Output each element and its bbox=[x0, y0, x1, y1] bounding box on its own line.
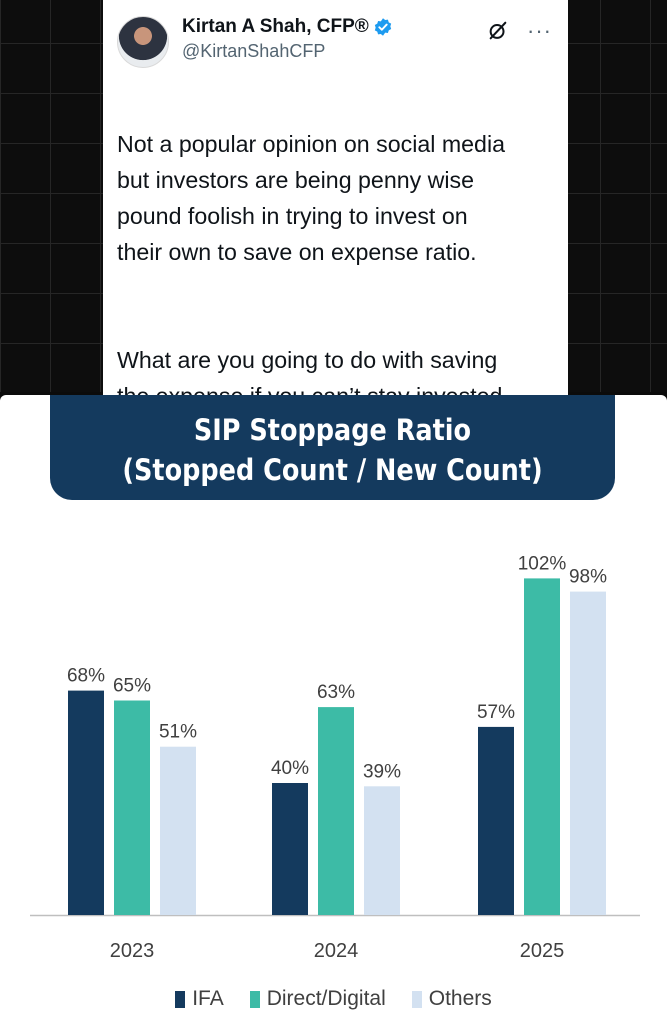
data-label: 39% bbox=[363, 761, 401, 782]
name-row: Kirtan A Shah, CFP® bbox=[182, 16, 487, 38]
data-label: 40% bbox=[271, 758, 309, 779]
handle[interactable]: @KirtanShahCFP bbox=[182, 41, 326, 61]
chart-title: SIP Stoppage Ratio bbox=[193, 413, 472, 447]
legend-item: Others bbox=[411, 987, 492, 1011]
data-label: 98% bbox=[569, 567, 607, 588]
legend-item: IFA bbox=[175, 987, 224, 1011]
chart-legend: IFA Direct/Digital Others bbox=[0, 987, 667, 1011]
x-tick-label: 2023 bbox=[110, 940, 155, 962]
legend-swatch bbox=[175, 990, 186, 1008]
legend-swatch bbox=[249, 990, 260, 1008]
bar-chart: 68% 65% 51% 2023 40% 63% 39% 2024 57% 102%98% 2025 bbox=[30, 553, 640, 962]
legend-swatch bbox=[411, 990, 422, 1008]
x-tick-label: 2024 bbox=[314, 940, 359, 962]
tweet-paragraph-1: Not a popular opinion on social media bu… bbox=[117, 131, 505, 265]
tweet-card[interactable]: Kirtan A Shah, CFP® @KirtanShahCFP ··· bbox=[103, 0, 568, 445]
grok-icon[interactable] bbox=[487, 20, 509, 42]
bar-ifa-2023 bbox=[68, 690, 104, 915]
bar-ifa-2025 bbox=[478, 726, 514, 915]
author-block: Kirtan A Shah, CFP® @KirtanShahCFP bbox=[182, 14, 487, 62]
chart-title-banner: SIP Stoppage Ratio (Stopped Count / New … bbox=[50, 395, 615, 500]
verified-badge-icon[interactable] bbox=[373, 17, 393, 37]
tweet-header: Kirtan A Shah, CFP® @KirtanShahCFP ··· bbox=[117, 14, 554, 68]
bar-others-2023 bbox=[160, 746, 196, 915]
header-actions: ··· bbox=[487, 14, 554, 42]
display-name[interactable]: Kirtan A Shah, CFP® bbox=[182, 16, 369, 37]
data-label: 57% bbox=[477, 702, 515, 723]
legend-label: Direct/Digital bbox=[266, 987, 386, 1010]
data-label: 68% bbox=[67, 666, 105, 687]
data-label: 102% bbox=[518, 553, 567, 574]
bar-direct-digital-2023 bbox=[114, 700, 150, 915]
bar-ifa-2024 bbox=[272, 783, 308, 915]
bar-direct-digital-2025 bbox=[524, 578, 560, 915]
legend-label: Others bbox=[428, 987, 492, 1010]
more-options-icon[interactable]: ··· bbox=[527, 18, 552, 43]
data-label: 51% bbox=[159, 722, 197, 743]
bar-direct-digital-2024 bbox=[318, 707, 354, 915]
chart-subtitle: (Stopped Count / New Count) bbox=[122, 453, 543, 487]
bar-others-2024 bbox=[364, 786, 400, 915]
chart-image[interactable]: SIP Stoppage Ratio (Stopped Count / New … bbox=[0, 395, 667, 1024]
bar-others-2025 bbox=[570, 591, 606, 915]
legend-item: Direct/Digital bbox=[249, 987, 386, 1011]
data-label: 63% bbox=[317, 682, 355, 703]
legend-label: IFA bbox=[192, 987, 224, 1010]
x-tick-label: 2025 bbox=[520, 940, 565, 962]
avatar[interactable] bbox=[117, 16, 169, 68]
data-label: 65% bbox=[113, 676, 151, 697]
